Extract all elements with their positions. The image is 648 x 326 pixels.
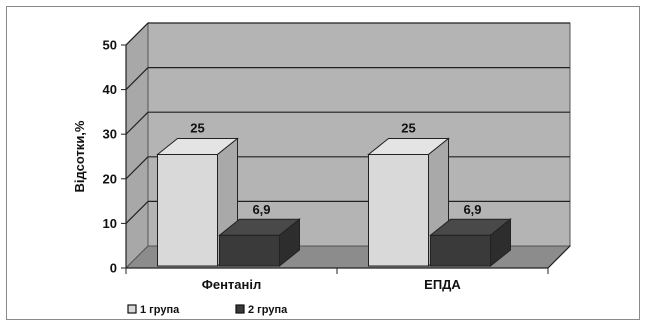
gridline-side	[125, 156, 149, 180]
data-label: 25	[401, 121, 415, 136]
x-tick-label: Фентаніл	[202, 277, 262, 292]
bar-side	[490, 218, 511, 268]
y-tick-label: 20	[103, 171, 117, 186]
y-tick-label: 10	[103, 216, 117, 231]
bar-front	[219, 234, 280, 267]
gridline-side	[125, 67, 149, 91]
axes: 0 10 20 30 40 50 Відсотки,% Фентаніл ЕПДА	[72, 38, 571, 292]
bar-front	[368, 154, 429, 267]
bar-side	[279, 218, 300, 268]
y-axis-label: Відсотки,%	[72, 120, 87, 192]
bar-front	[157, 154, 218, 267]
legend-label: 2 група	[248, 304, 288, 316]
gridline-side	[125, 111, 149, 135]
legend-label: 1 група	[140, 304, 180, 316]
y-tick-label: 0	[110, 261, 117, 276]
gridline-side	[125, 22, 149, 46]
legend-swatch	[235, 304, 245, 314]
x-axis-end	[547, 245, 571, 269]
labels: 25 6,9 25 6,9	[190, 121, 481, 218]
y-tick-label: 40	[103, 82, 117, 97]
data-label: 6,9	[252, 202, 270, 217]
y-tick-label: 50	[103, 38, 117, 53]
side-wall	[125, 21, 149, 270]
legend-swatch	[127, 304, 137, 314]
data-label: 25	[190, 121, 204, 136]
y-tick-label: 30	[103, 127, 117, 142]
bars	[156, 137, 512, 268]
gridline-side	[125, 200, 149, 224]
x-tick-label: ЕПДА	[424, 277, 461, 292]
legend: 1 група 2 група	[127, 304, 288, 316]
bar-front	[430, 234, 491, 267]
data-label: 6,9	[463, 202, 481, 217]
